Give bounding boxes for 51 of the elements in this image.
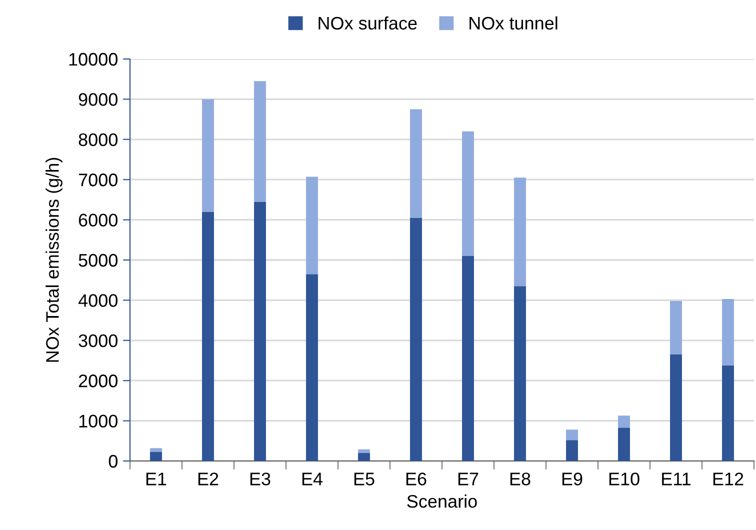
bar: [722, 365, 734, 461]
y-tick-label: 1000: [79, 414, 118, 428]
bar: [150, 452, 162, 461]
y-tick-label: 4000: [78, 294, 118, 307]
bar: [618, 416, 630, 428]
bar: [358, 452, 370, 461]
bar: [254, 202, 266, 461]
x-tick-label: E1: [146, 472, 166, 486]
bar: [670, 354, 682, 461]
y-tick-label: 10000: [69, 52, 118, 66]
bar: [306, 176, 318, 274]
bar: [202, 99, 214, 212]
bar: [462, 256, 474, 461]
bar: [618, 428, 630, 461]
x-axis-title: Scenario: [407, 494, 477, 508]
y-tick-label: 8000: [78, 133, 118, 146]
bar: [410, 218, 422, 461]
y-tick-label: 0: [108, 454, 118, 468]
x-tick-label: E11: [662, 472, 691, 486]
x-tick-label: E12: [713, 472, 744, 486]
y-tick-label: 7000: [78, 174, 118, 186]
bar: [462, 131, 474, 256]
legend-label: NOx surface: [318, 16, 417, 30]
bar: [254, 81, 266, 202]
x-tick-label: E4: [302, 472, 323, 486]
y-tick-label: 5000: [78, 254, 118, 267]
bar: [410, 109, 422, 218]
x-tick-label: E7: [458, 472, 478, 486]
y-tick-label: 2000: [78, 374, 118, 388]
y-axis-title: NOx Total emissions (g/h): [46, 158, 62, 362]
x-tick-label: E8: [510, 472, 530, 486]
y-tick-label: 3000: [78, 334, 118, 348]
x-tick-label: E9: [562, 472, 582, 486]
bar: [566, 440, 578, 461]
bar: [670, 301, 682, 354]
x-tick-label: E5: [354, 472, 374, 486]
y-tick-label: 9000: [78, 93, 118, 106]
y-tick-label: 6000: [78, 214, 118, 227]
x-tick-label: E10: [609, 472, 640, 486]
bar: [566, 430, 578, 440]
bar: [306, 274, 318, 461]
bar: [514, 286, 526, 461]
bar: [150, 448, 162, 452]
bar: [514, 178, 526, 286]
bar: [202, 212, 214, 461]
bar: [722, 298, 734, 366]
bar: [358, 449, 370, 453]
x-tick-label: E2: [198, 472, 218, 486]
x-tick-label: E3: [250, 472, 270, 486]
x-tick-label: E6: [406, 472, 426, 486]
legend-label: NOx tunnel: [470, 16, 558, 30]
